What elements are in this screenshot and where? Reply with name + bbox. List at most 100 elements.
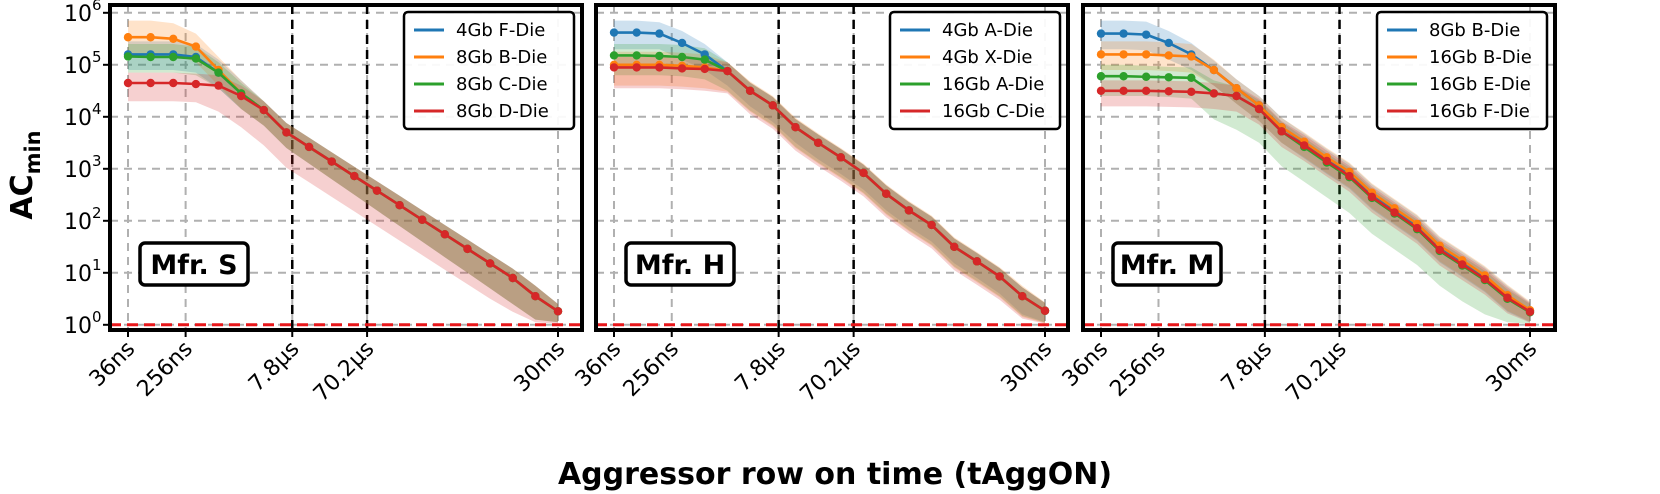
data-point — [236, 91, 246, 101]
y-tick-label: 104 — [64, 100, 102, 131]
axes-frame — [594, 3, 1070, 332]
data-point — [1119, 72, 1128, 81]
data-point — [372, 186, 382, 195]
series-band — [614, 20, 1045, 323]
legend-label: 16Gb F-Die — [1429, 101, 1530, 122]
data-point — [1367, 192, 1377, 202]
y-tick-label: 101 — [64, 256, 102, 287]
data-point — [995, 272, 1004, 281]
data-point — [632, 51, 641, 60]
data-point — [508, 273, 517, 283]
manufacturer-badge — [138, 241, 250, 287]
series-band — [614, 44, 1045, 323]
series-band — [614, 51, 1045, 324]
data-point — [972, 257, 982, 266]
axes-frame — [1081, 3, 1557, 332]
data-point — [1040, 306, 1050, 315]
data-point — [485, 259, 495, 268]
x-tick-label: 70.2µs — [796, 337, 866, 407]
data-point — [259, 105, 268, 115]
data-point — [950, 242, 959, 251]
data-point — [146, 33, 155, 42]
data-point — [904, 206, 914, 215]
x-tick-label: 7.8µs — [730, 337, 790, 397]
data-point — [1480, 274, 1490, 284]
data-point — [632, 28, 641, 37]
y-tick-label: 100 — [64, 308, 102, 339]
data-point — [1164, 51, 1173, 60]
series-band — [128, 20, 558, 323]
data-point — [836, 153, 846, 162]
legend-label: 4Gb A-Die — [942, 20, 1033, 41]
data-point — [655, 29, 664, 38]
data-point — [1232, 84, 1241, 93]
x-tick-label: 30ms — [510, 337, 571, 398]
series-band — [128, 44, 558, 323]
series-band — [1101, 80, 1530, 323]
legend-label: 8Gb B-Die — [1429, 20, 1520, 41]
data-point — [723, 66, 732, 76]
series-band — [1101, 64, 1530, 324]
data-point — [927, 220, 936, 230]
data-point — [1141, 30, 1151, 39]
data-point — [169, 34, 178, 43]
x-tick-label: 7.8µs — [1217, 337, 1277, 397]
x-tick-label: 256ns — [133, 337, 198, 402]
data-point — [745, 86, 755, 96]
data-point — [1096, 72, 1106, 81]
manufacturer-badge — [624, 241, 736, 287]
data-point — [677, 38, 687, 48]
x-tick-label: 7.8µs — [244, 337, 304, 397]
manufacturer-badge — [1111, 241, 1223, 287]
data-point — [768, 101, 777, 110]
data-point — [655, 51, 664, 61]
y-tick-label: 102 — [64, 204, 102, 235]
series-band — [128, 41, 558, 323]
legend-box — [1375, 10, 1549, 131]
legend-box — [402, 10, 576, 131]
x-tick-label: 256ns — [1105, 337, 1170, 402]
data-point — [282, 128, 291, 137]
data-point — [1322, 156, 1331, 166]
legend-label: 16Gb E-Die — [1429, 74, 1531, 95]
legend-label: 8Gb B-Die — [456, 47, 547, 68]
y-axis-label: ACmin — [5, 130, 45, 219]
data-point — [609, 28, 619, 37]
data-point — [191, 54, 201, 63]
panel-title: Mfr. M — [1120, 250, 1215, 281]
data-point — [1187, 52, 1196, 61]
data-point — [700, 55, 709, 64]
data-point — [1096, 86, 1106, 96]
data-point — [1345, 171, 1354, 181]
y-tick-label: 103 — [64, 152, 102, 183]
data-point — [123, 78, 133, 88]
x-tick-label: 30ms — [997, 337, 1058, 398]
legend-label: 16Gb B-Die — [1429, 47, 1532, 68]
x-axis-label: Aggressor row on time (tAggON) — [558, 457, 1112, 492]
legend-label: 8Gb D-Die — [456, 101, 549, 122]
data-point — [859, 168, 868, 178]
data-point — [304, 142, 314, 152]
data-point — [1187, 87, 1196, 97]
data-point — [327, 157, 336, 166]
legend-label: 4Gb X-Die — [942, 47, 1032, 68]
y-tick-label: 105 — [64, 48, 102, 79]
y-tick-label: 106 — [64, 0, 102, 27]
legend-label: 16Gb C-Die — [942, 101, 1045, 122]
data-point — [700, 64, 709, 74]
data-point — [1187, 73, 1196, 83]
data-point — [1141, 72, 1151, 81]
data-point — [463, 244, 472, 254]
data-point — [146, 78, 155, 88]
series-band — [128, 72, 558, 324]
data-point — [1254, 104, 1264, 114]
data-point — [1096, 29, 1106, 38]
data-point — [677, 52, 687, 62]
data-point — [1209, 89, 1219, 98]
data-point — [1018, 292, 1027, 301]
data-point — [1119, 86, 1128, 96]
data-point — [1164, 87, 1173, 96]
